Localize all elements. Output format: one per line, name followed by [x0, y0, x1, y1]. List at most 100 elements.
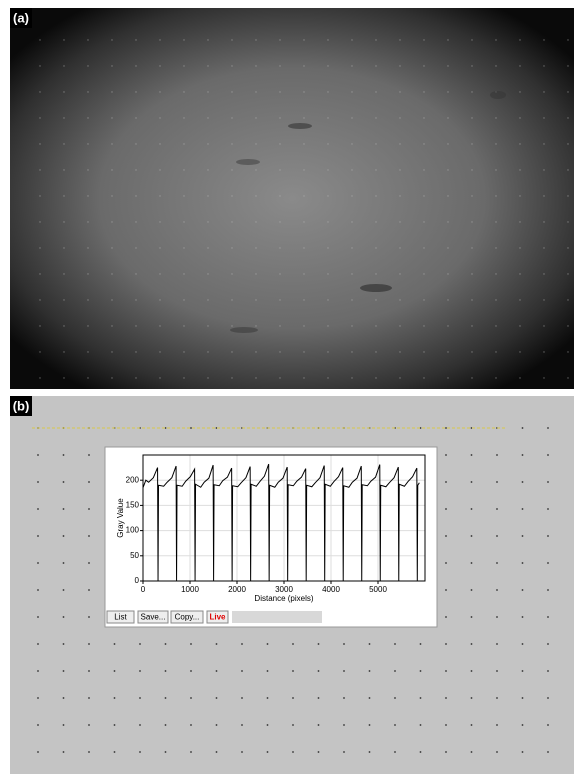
dot: [543, 195, 544, 196]
dot: [543, 169, 544, 170]
dot: [183, 91, 184, 92]
dot: [327, 299, 328, 300]
dot: [399, 65, 400, 66]
dot: [327, 195, 328, 196]
dot: [471, 299, 472, 300]
dot: [231, 39, 232, 40]
dot: [216, 751, 218, 753]
panel-label: (a): [13, 10, 29, 25]
dot: [159, 169, 160, 170]
dot: [567, 299, 568, 300]
button-label[interactable]: List: [114, 613, 127, 622]
dot: [87, 117, 88, 118]
dot: [231, 377, 232, 378]
dot: [519, 195, 520, 196]
dot: [375, 247, 376, 248]
dot: [241, 751, 243, 753]
dot: [207, 143, 208, 144]
dot: [111, 169, 112, 170]
dot: [522, 616, 524, 618]
x-tick-label: 0: [141, 585, 146, 594]
dot: [519, 39, 520, 40]
dot: [522, 724, 524, 726]
dot: [327, 377, 328, 378]
dot: [519, 65, 520, 66]
dot: [111, 117, 112, 118]
dot: [423, 117, 424, 118]
dot: [207, 65, 208, 66]
dot: [87, 247, 88, 248]
dot: [63, 751, 65, 753]
dot: [183, 195, 184, 196]
y-tick-label: 200: [126, 475, 140, 484]
dot: [88, 454, 90, 456]
dot: [255, 91, 256, 92]
dot: [547, 454, 549, 456]
panel-label: (b): [13, 398, 30, 413]
dot: [165, 751, 167, 753]
blemish: [288, 123, 312, 129]
dot: [255, 325, 256, 326]
dot: [522, 643, 524, 645]
dot: [399, 247, 400, 248]
dot: [471, 221, 472, 222]
dot: [231, 65, 232, 66]
dot: [63, 325, 64, 326]
dot: [471, 751, 473, 753]
dot: [303, 65, 304, 66]
dot: [135, 351, 136, 352]
dot: [207, 221, 208, 222]
dot: [496, 454, 498, 456]
dot: [543, 91, 544, 92]
dot: [87, 65, 88, 66]
dot: [111, 195, 112, 196]
dot: [231, 325, 232, 326]
dot: [375, 143, 376, 144]
dot: [420, 643, 422, 645]
dot: [111, 377, 112, 378]
dot: [519, 351, 520, 352]
dot: [292, 751, 294, 753]
dot: [231, 299, 232, 300]
dot: [567, 39, 568, 40]
dot: [547, 427, 549, 429]
status-field: [232, 611, 322, 623]
dot: [447, 221, 448, 222]
dot: [369, 751, 371, 753]
button-label[interactable]: Live: [209, 613, 226, 622]
dot: [471, 481, 473, 483]
dot: [139, 724, 141, 726]
dot: [114, 670, 116, 672]
dot: [63, 724, 65, 726]
dot: [447, 91, 448, 92]
dot: [231, 221, 232, 222]
dot: [496, 751, 498, 753]
dot: [37, 481, 39, 483]
panel-a-image: [10, 8, 574, 389]
dot: [495, 65, 496, 66]
dot: [423, 247, 424, 248]
dot: [327, 221, 328, 222]
dot: [183, 221, 184, 222]
dot: [183, 247, 184, 248]
button-label[interactable]: Save...: [141, 613, 166, 622]
dot: [267, 670, 269, 672]
dot: [159, 65, 160, 66]
dot: [303, 39, 304, 40]
button-label[interactable]: Copy...: [175, 613, 200, 622]
dot: [471, 325, 472, 326]
dot: [375, 377, 376, 378]
dot: [522, 562, 524, 564]
dot: [327, 91, 328, 92]
dot: [87, 221, 88, 222]
dot: [190, 697, 192, 699]
dot: [241, 697, 243, 699]
dot: [351, 247, 352, 248]
dot: [471, 273, 472, 274]
dot: [327, 65, 328, 66]
dot: [399, 273, 400, 274]
dot: [183, 143, 184, 144]
dot: [159, 351, 160, 352]
dot: [88, 508, 90, 510]
dot: [495, 195, 496, 196]
